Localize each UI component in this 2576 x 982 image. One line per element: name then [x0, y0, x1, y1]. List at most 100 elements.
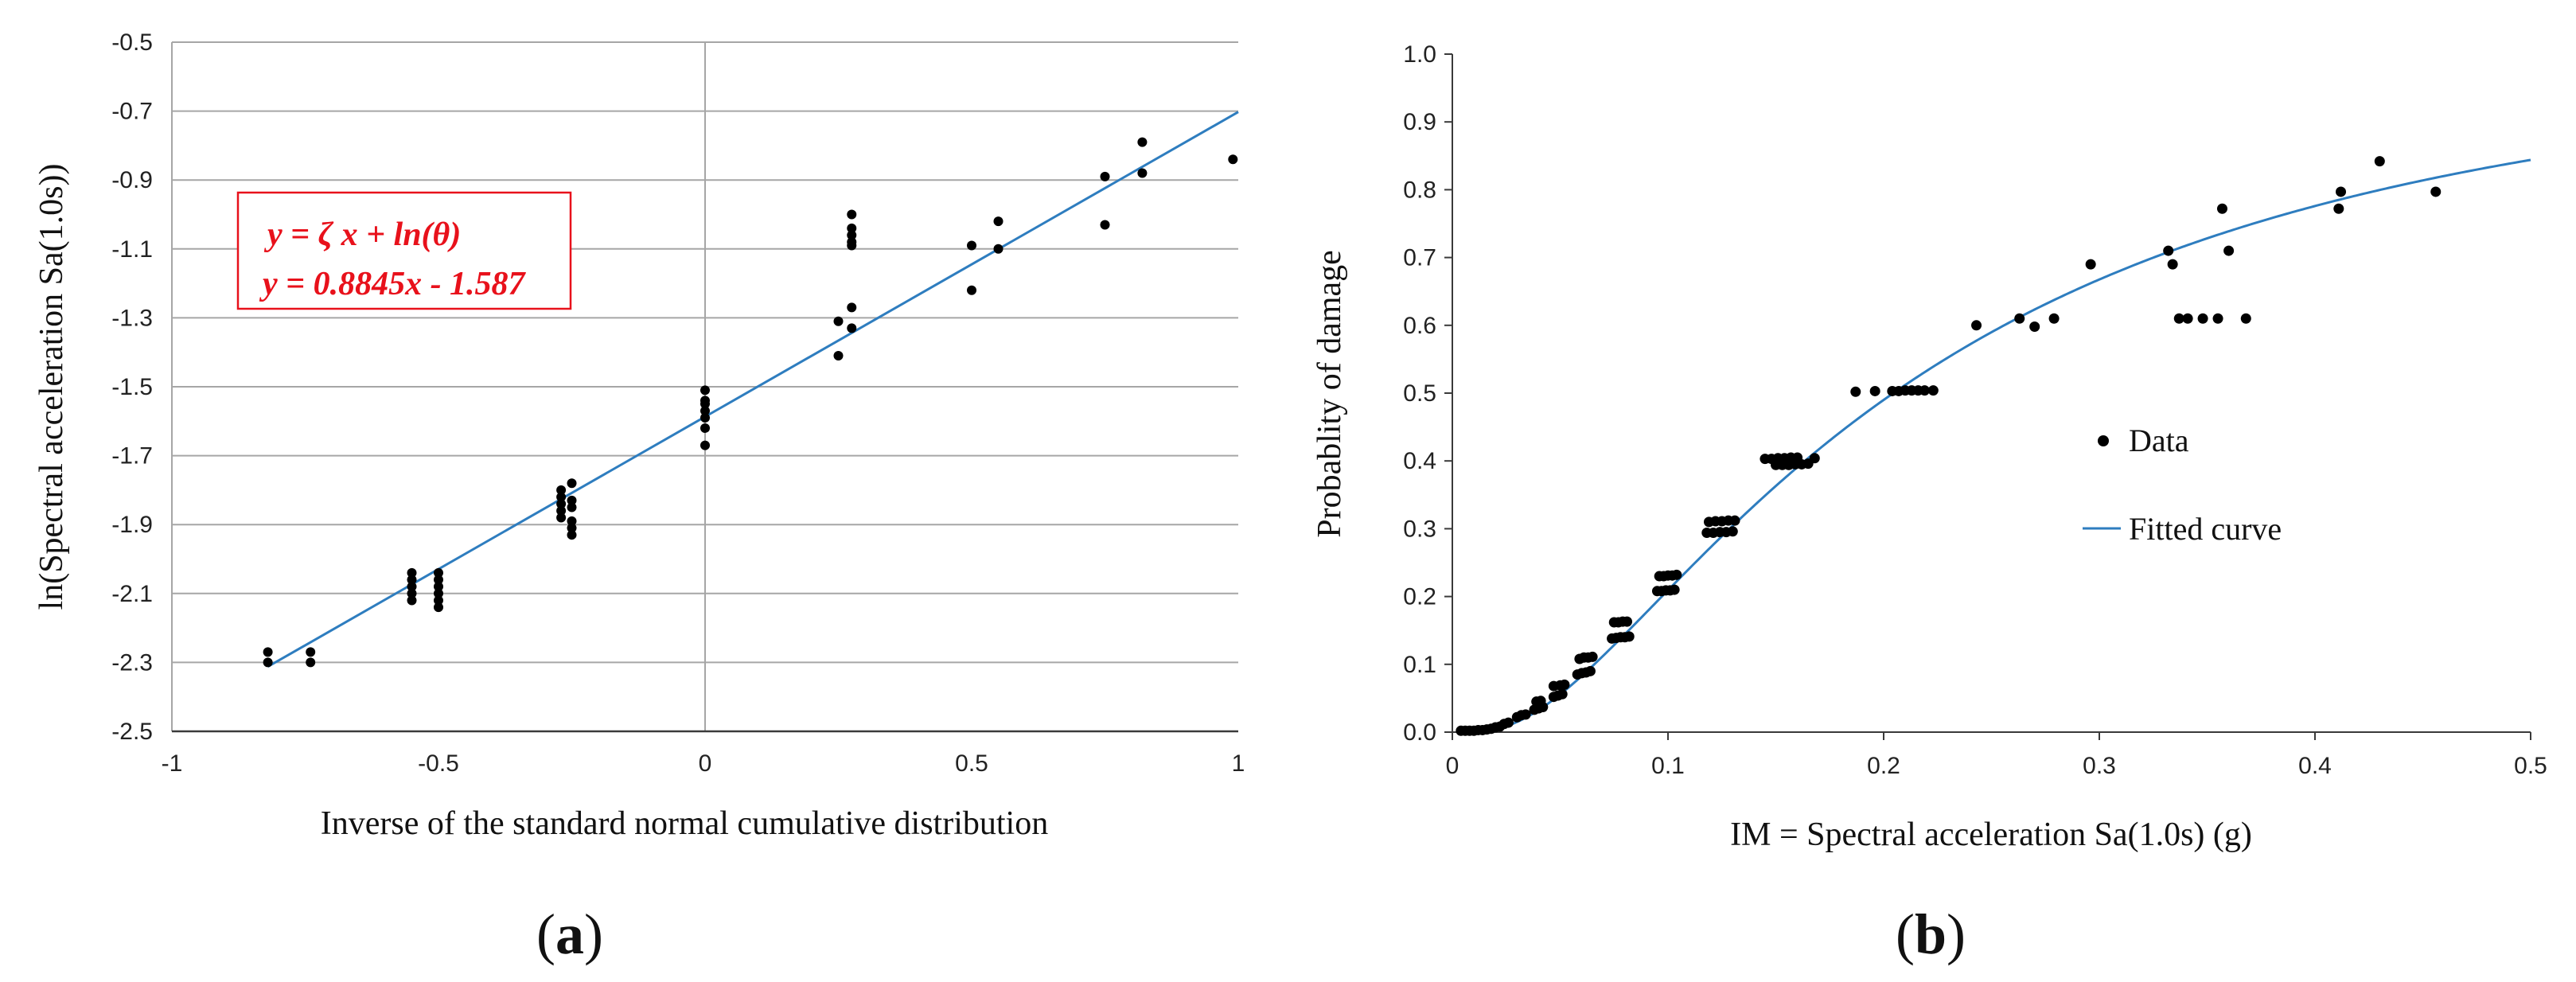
chart-b-data-point: [2163, 245, 2174, 256]
chart-a: -2.5 -2.3 -2.1 -1.9 -1.7 -1.5 -1.3 -1.1 -0.9 -0.7…: [33, 29, 1245, 966]
chart-a-x-tick-label: -1: [162, 750, 183, 777]
chart-b-x-tick-label: 0: [1446, 753, 1459, 779]
chart-b-data-point: [1729, 515, 1740, 526]
chart-a-data-point: [700, 399, 710, 409]
chart-a-y-tick-label: -2.5: [111, 719, 153, 745]
chart-a-data-point: [567, 502, 577, 512]
chart-a-data-point: [556, 499, 567, 509]
chart-a-data-point: [993, 244, 1004, 254]
chart-a-data-series: [263, 137, 1238, 668]
chart-a-data-point: [1137, 168, 1148, 178]
chart-b-data-point: [2029, 321, 2040, 333]
chart-a-data-point: [847, 323, 857, 333]
chart-a-x-tick-label: -0.5: [418, 750, 459, 777]
chart-b-data-point: [1502, 717, 1514, 728]
chart-b-data-point: [1869, 385, 1880, 396]
chart-b-data-point: [1584, 665, 1596, 676]
chart-a-data-point: [993, 216, 1004, 227]
chart-a-x-tick-label: 0.5: [955, 750, 988, 777]
chart-b-plot-area: [1452, 54, 2531, 732]
chart-b-data-point: [2430, 186, 2442, 197]
chart-b-data-point: [2336, 186, 2347, 197]
chart-b-y-tick-label: 0.6: [1403, 313, 1436, 339]
chart-a-data-point: [847, 302, 857, 313]
chart-a-y-axis-label: ln(Spectral acceleration Sa(1.0s)): [33, 164, 70, 610]
chart-b-data-point: [1919, 385, 1930, 396]
chart-a-data-point: [407, 595, 417, 606]
chart-a-data-point: [700, 412, 710, 423]
chart-b-data-point: [1623, 631, 1635, 642]
legend-label-fitted-curve: Fitted curve: [2129, 511, 2282, 547]
chart-a-y-tick-label: -1.7: [111, 443, 153, 470]
chart-a-data-point: [434, 595, 443, 606]
chart-a-y-tick-label: -0.5: [111, 29, 153, 56]
chart-a-data-point: [556, 512, 567, 523]
chart-b-x-tick-label: 0.3: [2083, 753, 2116, 779]
equation-box: [236, 191, 572, 310]
legend-marker-data: [2098, 435, 2109, 446]
chart-b-data-point: [2014, 313, 2025, 324]
chart-b-data-point: [2197, 313, 2208, 324]
chart-b-data-point: [1587, 651, 1598, 662]
chart-b-y-tick-label: 0.2: [1403, 584, 1436, 610]
chart-a-fit-series: [267, 111, 1239, 668]
chart-a-y-tick-label: -2.3: [111, 649, 153, 676]
chart-a-data-point: [407, 567, 417, 578]
chart-b-data-series: [1456, 156, 2442, 736]
chart-b-data-point: [2167, 259, 2178, 270]
chart-b-data-point: [1809, 453, 1820, 464]
chart-b-fitted-curve: [1459, 158, 2531, 734]
chart-a-data-point: [263, 657, 273, 668]
chart-b-y-tick-label: 0.4: [1403, 448, 1436, 474]
chart-b-data-point: [1727, 526, 1738, 537]
chart-a-data-point: [847, 240, 857, 251]
chart-a-data-point: [434, 582, 443, 592]
chart-a-data-point: [567, 495, 577, 505]
chart-a-data-point: [567, 530, 577, 540]
chart-b-data-point: [1971, 320, 1982, 331]
chart-b-y-tick-label: 0.9: [1403, 109, 1436, 135]
chart-a-data-point: [847, 223, 857, 233]
legend-label-data: Data: [2129, 423, 2189, 458]
chart-a-y-tick-label: -1.9: [111, 512, 153, 538]
chart-b-y-tick-label: 0.7: [1403, 245, 1436, 271]
chart-b: 0.00.10.20.30.40.50.60.70.80.91.0 0 0.1 0.…: [1311, 41, 2547, 966]
chart-b-data-point: [1671, 569, 1682, 580]
chart-a-data-point: [407, 582, 417, 592]
chart-a-data-point: [556, 492, 567, 502]
chart-b-y-tick-label: 0.5: [1403, 380, 1436, 407]
legend-item-data: Data: [2098, 423, 2189, 458]
chart-a-data-point: [847, 209, 857, 220]
chart-b-data-point: [1520, 709, 1531, 720]
chart-a-x-ticks: -1 -0.5 0 0.5 1: [162, 750, 1245, 777]
chart-a-data-point: [407, 588, 417, 598]
chart-b-panel-letter: b: [1915, 902, 1947, 966]
chart-b-data-point: [1559, 679, 1570, 690]
chart-a-data-point: [306, 647, 316, 657]
chart-a-data-point: [833, 316, 844, 326]
chart-b-data-point: [2216, 203, 2227, 214]
chart-a-panel-letter: a: [555, 902, 584, 966]
chart-b-data-point: [1669, 584, 1680, 595]
chart-a-data-point: [700, 440, 710, 450]
chart-b-axes: [1444, 53, 2531, 740]
chart-b-data-point: [1535, 696, 1546, 707]
chart-a-y-tick-label: -1.3: [111, 305, 153, 331]
chart-a-data-point: [700, 385, 710, 396]
chart-b-data-point: [1557, 688, 1568, 699]
chart-a-data-point: [263, 647, 273, 657]
chart-a-data-point: [567, 523, 577, 533]
chart-a-data-point: [434, 588, 443, 598]
chart-b-y-ticks: 0.0 0.1 0.2 0.3 0.4 0.5 0.6 0.7 0.8 0.9 1.0: [1403, 41, 1436, 746]
chart-a-y-ticks: -2.5 -2.3 -2.1 -1.9 -1.7 -1.5 -1.3 -1.1 -0.9 -0.7…: [111, 29, 153, 745]
chart-a-fit-line: [267, 111, 1239, 668]
legend-item-fitted-curve: Fitted curve: [2083, 511, 2282, 547]
chart-a-x-tick-label: 1: [1232, 750, 1245, 777]
chart-b-y-tick-label: 0.3: [1403, 516, 1436, 542]
chart-a-y-tick-label: -1.5: [111, 374, 153, 400]
chart-b-data-point: [1850, 386, 1861, 397]
chart-b-data-point: [2182, 313, 2193, 324]
chart-a-data-point: [567, 478, 577, 489]
chart-a-y-tick-label: -0.7: [111, 99, 153, 125]
